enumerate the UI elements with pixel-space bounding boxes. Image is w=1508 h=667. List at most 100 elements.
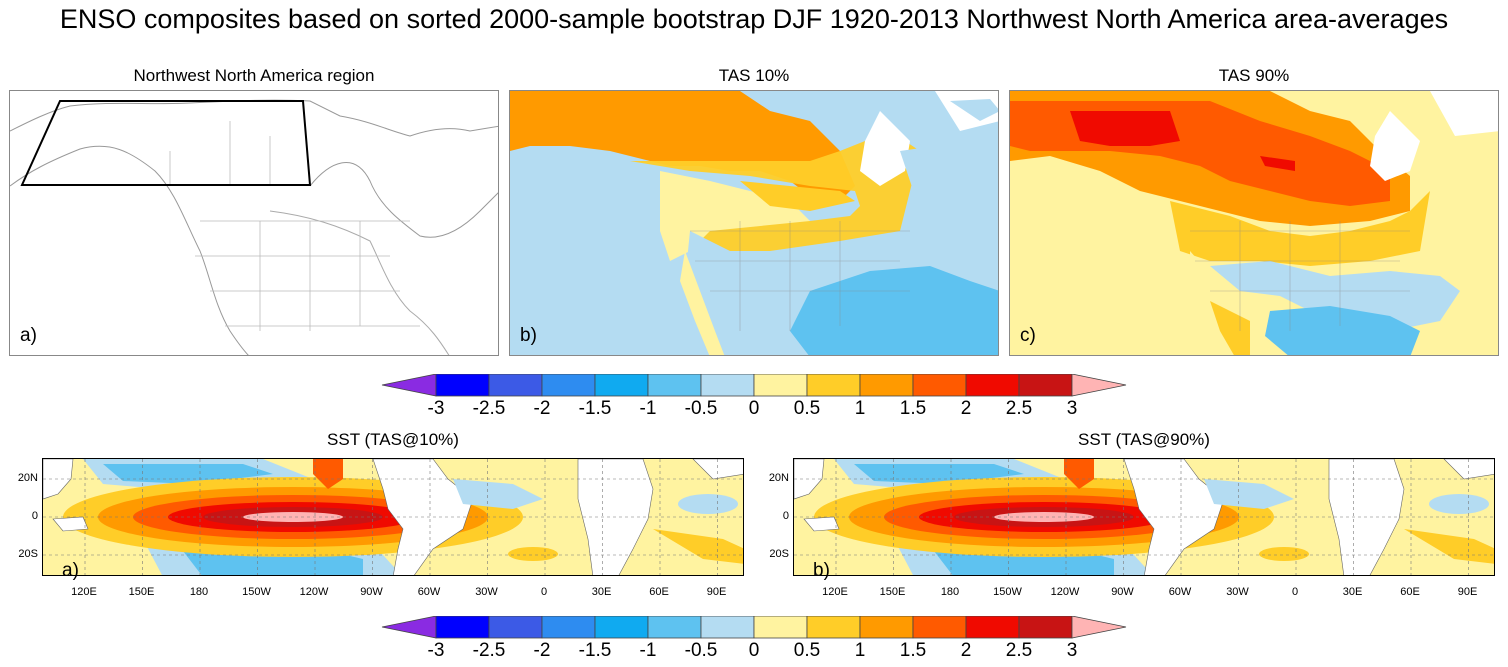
- sst-left-label: a): [62, 560, 79, 581]
- lon-tick-label: 30W: [475, 586, 498, 598]
- sst-right-title: SST (TAS@90%): [1078, 430, 1210, 449]
- region-map-svg: [10, 99, 498, 355]
- colorbar-box: [1018, 616, 1073, 639]
- colorbar-tick-label: -1: [639, 640, 657, 661]
- lon-tick-label: 90W: [1111, 586, 1134, 598]
- colorbar-tick-label: -2: [533, 640, 551, 661]
- colorbar-box: [965, 374, 1020, 397]
- colorbar-tick-label: 0: [748, 398, 760, 419]
- panel-a-title: Northwest North America region: [133, 66, 375, 85]
- lat-tick-label: 20N: [17, 472, 38, 484]
- lon-tick-label: 30E: [591, 586, 612, 598]
- colorbar-box: [594, 374, 649, 397]
- colorbar-box: [488, 616, 543, 639]
- colorbar-tick-label: 2.5: [1005, 640, 1033, 661]
- colorbar-tick-label: -0.5: [684, 398, 718, 419]
- panel-c-label: c): [1020, 325, 1036, 346]
- colorbar-box: [859, 616, 914, 639]
- lon-tick-label: 60E: [1400, 586, 1420, 598]
- lon-tick-label: 30W: [1226, 586, 1249, 598]
- colorbar-tick-label: 1: [854, 398, 866, 419]
- colorbar-bottom: [381, 616, 1127, 639]
- colorbar-box: [647, 374, 702, 397]
- lon-tick-label: 120E: [71, 586, 97, 598]
- lat-tick-label: 0: [31, 510, 38, 522]
- lon-tick-label: 60W: [417, 586, 441, 598]
- panel-c-title: TAS 90%: [1218, 66, 1290, 85]
- region-map: a): [9, 90, 499, 356]
- colorbar-tick-label: -2: [533, 398, 551, 419]
- colorbar-left-arrow: [381, 374, 437, 397]
- colorbar-tick-label: 2: [960, 398, 972, 419]
- colorbar-tick-label: 0.5: [793, 640, 821, 661]
- lon-tick-label: 0: [1291, 586, 1299, 598]
- colorbar-box: [700, 374, 755, 397]
- lat-tick-label: 0: [782, 510, 789, 522]
- colorbar-tick-label: 2.5: [1005, 398, 1033, 419]
- lon-tick-label: 150W: [993, 586, 1022, 598]
- colorbar-box: [753, 374, 808, 397]
- lon-tick-label: 0: [540, 586, 548, 598]
- colorbar-box: [541, 374, 596, 397]
- lon-tick-label: 120W: [1050, 586, 1080, 598]
- lat-tick-label: 20S: [769, 548, 789, 560]
- colorbar-box: [806, 616, 861, 639]
- colorbar-box: [965, 616, 1020, 639]
- region-box: [20, 100, 312, 186]
- lon-tick-label: 150E: [879, 586, 906, 598]
- lon-tick-label: 150E: [128, 586, 155, 598]
- lon-tick-label: 180: [189, 586, 209, 598]
- colorbar-box: [647, 616, 702, 639]
- lon-tick-label: 30E: [1342, 586, 1363, 598]
- colorbar-tick-label: -1.5: [578, 398, 612, 419]
- colorbar-box: [435, 616, 490, 639]
- lat-tick-label: 20S: [18, 548, 38, 560]
- colorbar-box: [806, 374, 861, 397]
- colorbar-tick-label: -2.5: [472, 398, 506, 419]
- lon-tick-label: 150W: [242, 586, 271, 598]
- sst-right-label: b): [813, 560, 830, 581]
- colorbar-tick-label: 3: [1066, 398, 1078, 419]
- tas-10-map: b): [509, 90, 999, 356]
- lon-tick-label: 90W: [360, 586, 383, 598]
- colorbar-tick-label: -2.5: [472, 640, 506, 661]
- colorbar-box: [1018, 374, 1073, 397]
- colorbar-top: [381, 374, 1127, 397]
- colorbar-box: [859, 374, 914, 397]
- sst-field: [43, 459, 743, 575]
- sst-left-title: SST (TAS@10%): [327, 430, 459, 449]
- colorbar-tick-label: 1.5: [899, 398, 927, 419]
- colorbar-tick-label: 0: [748, 640, 760, 661]
- colorbar-right-arrow: [1071, 616, 1127, 639]
- lon-tick-label: 120E: [822, 586, 848, 598]
- colorbar-box: [912, 374, 967, 397]
- lon-tick-label: 60E: [649, 586, 669, 598]
- panel-b-label: b): [520, 325, 537, 346]
- colorbar-box: [488, 374, 543, 397]
- sst-right-map: [793, 458, 1495, 576]
- colorbar-box: [541, 616, 596, 639]
- lon-tick-label: 90E: [706, 586, 727, 598]
- colorbar-tick-label: -1.5: [578, 640, 612, 661]
- sst-left-map: [42, 458, 744, 576]
- colorbar-tick-label: 2: [960, 640, 972, 661]
- colorbar-box: [912, 616, 967, 639]
- panel-a-label: a): [20, 325, 37, 346]
- colorbar-tick-label: 1.5: [899, 640, 927, 661]
- lon-tick-label: 180: [940, 586, 960, 598]
- colorbar-tick-label: -3: [427, 398, 445, 419]
- colorbar-tick-label: 0.5: [793, 398, 821, 419]
- colorbar-box: [700, 616, 755, 639]
- colorbar-tick-label: 3: [1066, 640, 1078, 661]
- sst-field: [794, 459, 1494, 575]
- colorbar-box: [435, 374, 490, 397]
- tas-10-map-svg: [510, 91, 998, 355]
- lon-tick-label: 60W: [1168, 586, 1192, 598]
- lat-tick-label: 20N: [768, 472, 789, 484]
- tas-90-map-svg: [1010, 91, 1498, 355]
- colorbar-box: [594, 616, 649, 639]
- colorbar-tick-label: -3: [427, 640, 445, 661]
- colorbar-box: [753, 616, 808, 639]
- colorbar-tick-label: 1: [854, 640, 866, 661]
- lon-tick-label: 90E: [1457, 586, 1478, 598]
